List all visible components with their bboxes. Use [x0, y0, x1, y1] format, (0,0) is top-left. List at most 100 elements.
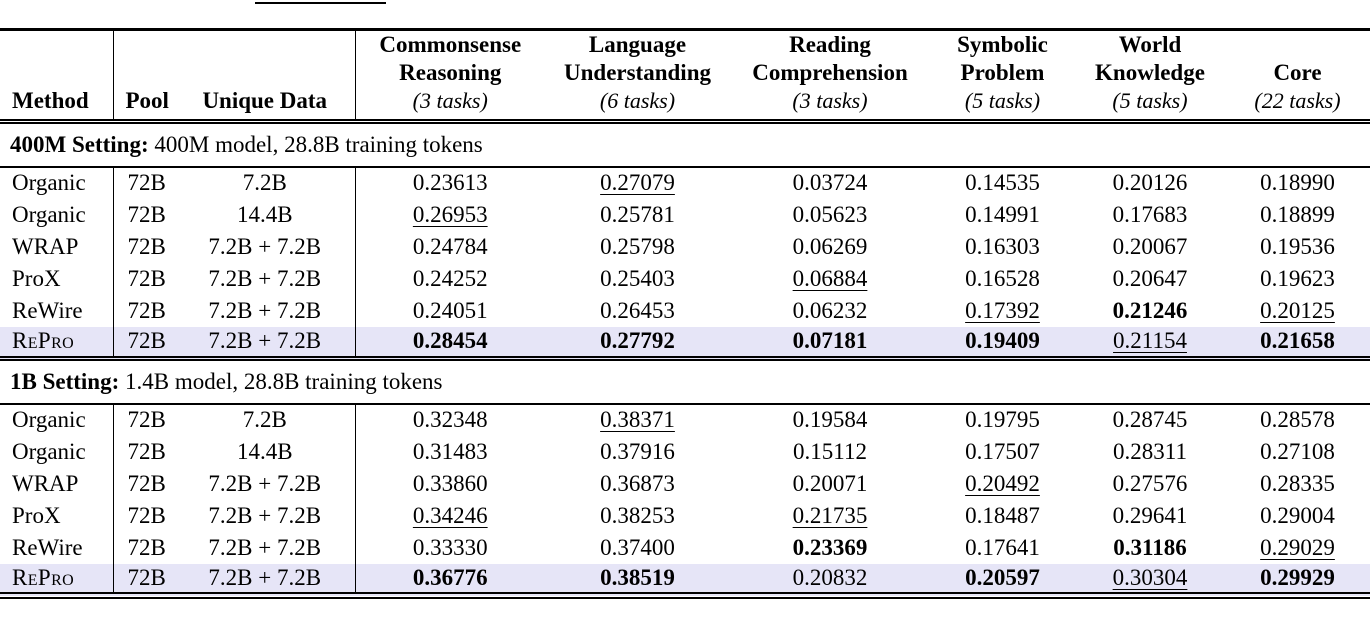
method-cell: Organic: [0, 403, 114, 436]
metric-cell: 0.30304: [1075, 563, 1225, 596]
metric-cell: 0.19795: [930, 404, 1075, 436]
metric-cell: 0.17392: [930, 295, 1075, 327]
metric-value: 0.26453: [600, 297, 675, 323]
metric-cell: 0.20647: [1075, 263, 1225, 295]
column-header-core: Core (22 tasks): [1225, 29, 1370, 124]
header-line2: Understanding: [564, 60, 711, 85]
metric-cell: 0.27108: [1225, 436, 1370, 468]
pool-cell: 72B: [113, 326, 175, 359]
metric-value: 0.21735: [792, 502, 868, 528]
unique-data-cell: 7.2B + 7.2B: [175, 499, 356, 532]
metric-value: 0.34246: [412, 502, 488, 528]
unique-data-cell: 14.4B: [175, 435, 356, 468]
metric-value: 0.28335: [1260, 470, 1335, 496]
metric-cell: 0.23613: [355, 167, 545, 199]
metric-value: 0.16528: [965, 265, 1040, 291]
table-row: WRAP 72B 7.2B + 7.2B 0.33860 0.36873 0.2…: [0, 467, 1370, 500]
metric-value: 0.21658: [1260, 328, 1335, 354]
metric-value: 0.36776: [412, 564, 488, 590]
metric-cell: 0.37916: [545, 436, 730, 468]
metric-cell: 0.29929: [1225, 563, 1370, 596]
method-cell: Organic: [0, 166, 114, 199]
metric-value: 0.20832: [792, 564, 868, 590]
method-label: ProX: [12, 502, 61, 528]
method-label: Organic: [12, 438, 86, 464]
table-row: Organic 72B 14.4B 0.31483 0.37916 0.1511…: [0, 435, 1370, 468]
header-tasks-count: (22 tasks): [1254, 88, 1341, 113]
column-header-commonsense-reasoning: Commonsense Reasoning (3 tasks): [355, 29, 545, 124]
metric-cell: 0.17641: [930, 532, 1075, 564]
header-line1: Language: [588, 32, 687, 57]
method-label: ProX: [12, 265, 61, 291]
metric-value: 0.27576: [1112, 470, 1188, 496]
metric-cell: 0.15112: [730, 436, 930, 468]
metric-value: 0.25781: [600, 201, 675, 227]
section-title-bold: 400M Setting:: [10, 131, 149, 157]
metric-cell: 0.27079: [545, 167, 730, 199]
metric-cell: 0.24051: [355, 295, 545, 327]
section-title-bold: 1B Setting:: [10, 368, 120, 394]
method-label: RePro: [12, 328, 75, 354]
metric-value: 0.36873: [600, 470, 675, 496]
metric-value: 0.23369: [792, 534, 868, 560]
metric-cell: 0.28311: [1075, 436, 1225, 468]
unique-data-cell: 7.2B + 7.2B: [175, 230, 356, 263]
section-header-row: 400M Setting: 400M model, 28.8B training…: [0, 121, 1370, 168]
metric-cell: 0.19409: [930, 326, 1075, 359]
metric-value: 0.06269: [792, 233, 868, 259]
metric-value: 0.19536: [1260, 233, 1335, 259]
metric-value: 0.19795: [965, 407, 1040, 432]
metric-cell: 0.27792: [545, 326, 730, 359]
metric-cell: 0.20067: [1075, 231, 1225, 263]
metric-cell: 0.28454: [355, 326, 545, 359]
metric-value: 0.20071: [792, 470, 868, 496]
metric-value: 0.20125: [1260, 297, 1335, 323]
section-title: 400M Setting: 400M model, 28.8B training…: [0, 121, 1370, 168]
metric-value: 0.20492: [965, 470, 1040, 496]
metric-value: 0.24252: [412, 265, 488, 291]
metric-cell: 0.24784: [355, 231, 545, 263]
table-row: ReWire 72B 7.2B + 7.2B 0.24051 0.26453 0…: [0, 294, 1370, 327]
metric-cell: 0.20071: [730, 468, 930, 500]
metric-cell: 0.31483: [355, 436, 545, 468]
metric-cell: 0.38253: [545, 500, 730, 532]
metric-cell: 0.21735: [730, 500, 930, 532]
metric-value: 0.19409: [965, 328, 1040, 354]
column-header-symbolic-problem: Symbolic Problem (5 tasks): [930, 29, 1075, 124]
metric-value: 0.37916: [600, 438, 675, 464]
metric-cell: 0.14535: [930, 167, 1075, 199]
method-cell: Organic: [0, 198, 114, 231]
method-cell: ProX: [0, 499, 114, 532]
metric-cell: 0.21246: [1075, 295, 1225, 327]
unique-data-cell: 7.2B + 7.2B: [175, 563, 356, 596]
metric-cell: 0.37400: [545, 532, 730, 564]
method-label: ReWire: [12, 534, 83, 560]
pool-cell: 72B: [127, 534, 166, 560]
metric-value: 0.07181: [792, 328, 868, 354]
header-line1: Symbolic: [957, 32, 1048, 57]
metric-value: 0.28454: [412, 328, 488, 354]
table-row: ProX 72B 7.2B + 7.2B 0.24252 0.25403 0.0…: [0, 262, 1370, 295]
metric-value: 0.18487: [965, 502, 1040, 528]
column-header-pool: Pool: [113, 29, 175, 124]
metric-cell: 0.20597: [930, 563, 1075, 596]
metric-cell: 0.24252: [355, 263, 545, 295]
metric-cell: 0.29029: [1225, 532, 1370, 564]
metric-value: 0.03724: [792, 170, 868, 195]
unique-data-cell: 14.4B: [175, 198, 356, 231]
metric-cell: 0.34246: [355, 500, 545, 532]
column-header-unique-data: Unique Data: [175, 29, 356, 124]
section-title: 1B Setting: 1.4B model, 28.8B training t…: [0, 358, 1370, 405]
metric-cell: 0.17683: [1075, 199, 1225, 231]
method-label: WRAP: [12, 470, 79, 496]
method-cell: WRAP: [0, 230, 114, 263]
table-row: ProX 72B 7.2B + 7.2B 0.34246 0.38253 0.2…: [0, 499, 1370, 532]
metric-cell: 0.26953: [355, 199, 545, 231]
method-cell: ProX: [0, 262, 114, 295]
metric-cell: 0.07181: [730, 326, 930, 359]
metric-cell: 0.03724: [730, 167, 930, 199]
metric-value: 0.38253: [600, 502, 675, 528]
metric-cell: 0.20126: [1075, 167, 1225, 199]
pool-cell: 72B: [127, 438, 166, 464]
unique-data-cell: 7.2B + 7.2B: [175, 262, 356, 295]
